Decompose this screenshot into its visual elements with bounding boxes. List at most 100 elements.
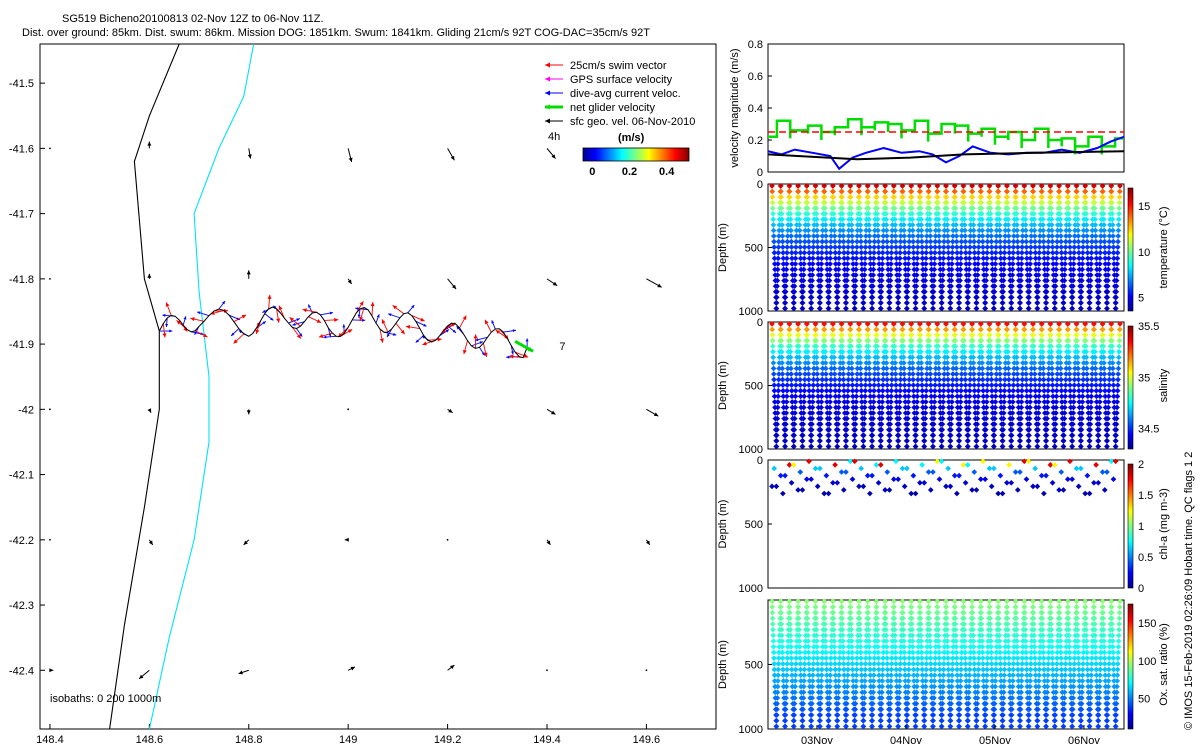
geo-vector-head [546,540,551,545]
geo-vector-dot [645,669,648,672]
dac-vector-head [355,307,359,311]
section-colorbar-tick-label: 1 [1138,521,1144,533]
section-point [830,205,837,212]
section-point [808,288,815,295]
section-point [879,266,885,273]
legend-swatch-head [545,62,550,68]
section-point [875,244,882,251]
section-point [819,244,825,251]
section-point [874,216,881,223]
section-point [871,227,878,234]
geo-vector-dot [49,147,51,150]
waypoint-label: 7 [559,341,565,353]
section-point [853,249,860,256]
swim-vector-head [241,314,247,319]
section-point [830,183,836,189]
geo-vector-head [451,284,457,290]
section-point [873,188,880,195]
section-point [883,210,889,217]
section-point [805,222,812,228]
swim-vector-head [442,329,447,334]
section-point [808,300,815,306]
section-point [866,233,873,239]
section-point [830,199,837,206]
section-point [879,249,886,256]
map-tick-labels: 148.4 148.6 148.8 149 149.2 149.4 149.6-41.5-4… [9,78,660,746]
section-colorbar-tick-label: 0.5 [1138,552,1153,564]
section-point [788,233,795,239]
track-line [158,306,528,359]
dac-vector-head [162,313,166,317]
section-point [770,222,777,228]
section-point [780,249,786,256]
section-point [814,244,821,251]
section-point [822,205,828,212]
section-point [778,188,784,195]
section-point [831,227,838,234]
section-point [839,194,845,200]
section-colorbar-tick-label: 10 [1138,247,1150,259]
section-point [805,227,812,234]
swim-vector-head [359,316,364,321]
section-point [882,194,889,200]
swim-vector-head [289,317,294,322]
section-point [791,283,798,290]
section-point [858,255,865,262]
dac-vector-head [357,314,361,318]
section-point [862,244,869,251]
swim-vector-head [381,319,386,324]
section-point [838,183,845,189]
section-point [887,272,894,278]
section-point [786,194,793,200]
geo-vector-head [247,154,252,159]
section-point [822,227,829,234]
section-ylabel: Depth (m) [717,361,729,410]
section-point [770,210,776,217]
section-point [883,205,889,212]
dac-vector-head [296,318,300,322]
swim-vector-head [255,329,260,334]
section-point [866,222,872,228]
section-point [878,277,885,284]
section-point [800,272,807,278]
section-point [867,255,874,262]
section-point [776,233,782,239]
section-point [779,227,786,234]
section-point [813,205,820,212]
section-point [835,272,842,278]
section-point [813,194,819,200]
dac-vector-head [387,333,390,338]
section-point [865,188,871,195]
section-point [804,205,811,212]
swim-vector-head [296,334,301,339]
map-ytick-label: -42.2 [9,535,34,547]
section-point [814,233,821,239]
dac-vector-head [512,329,516,333]
section-point [774,288,780,295]
section-point [823,238,830,245]
section-point [804,210,811,217]
section-point [802,227,809,234]
section-ylabel: Depth (m) [717,640,729,689]
section-point [800,294,806,301]
section-point [782,294,789,301]
section-point [815,261,822,267]
section-point [806,261,813,267]
section-point [887,283,894,290]
section-colorbar [1127,463,1134,589]
velocity-series [768,117,1124,171]
section-point [778,194,784,200]
section-point [826,277,833,284]
section-point [874,199,880,206]
section-point [788,249,795,256]
section-point [870,272,877,278]
map-ytick-label: -42.4 [9,665,34,677]
section-point [832,261,839,267]
title-line-2: Dist. over ground: 85km. Dist. swum: 86k… [22,27,650,39]
map-ytick-label: -41.7 [9,209,34,221]
section-point [775,249,782,256]
dac-vector-head [362,318,366,322]
section-point [884,249,891,256]
section-point [869,294,876,301]
section-point [876,255,882,262]
